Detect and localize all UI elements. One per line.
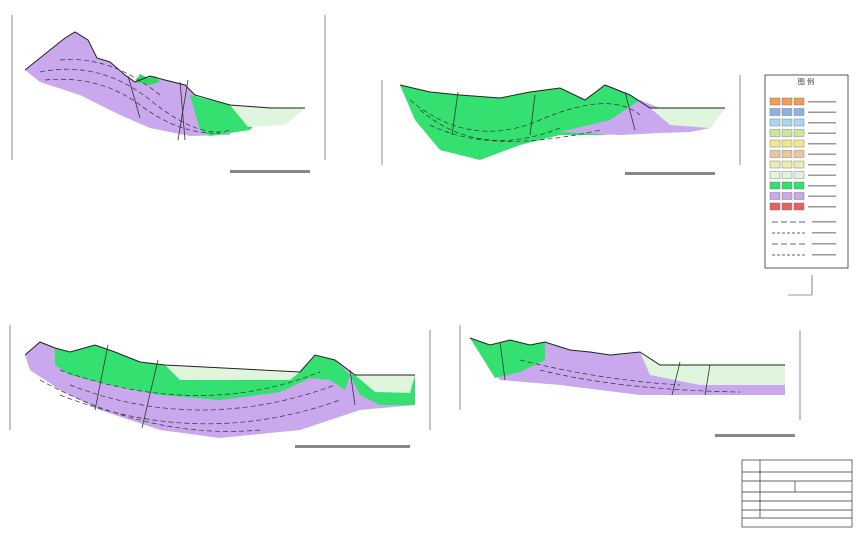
shape	[529, 94, 536, 136]
legend-symbol	[812, 232, 836, 234]
section-4	[459, 325, 801, 437]
legend-symbol	[793, 129, 805, 137]
legend-symbol	[808, 111, 836, 113]
legend-symbol	[781, 192, 793, 200]
legend-symbol	[769, 181, 781, 190]
legend-symbol	[793, 192, 805, 200]
title-block	[741, 459, 853, 528]
legend-symbol	[769, 192, 781, 200]
caption	[295, 445, 410, 448]
section-2	[381, 75, 741, 175]
legend-symbol	[781, 139, 793, 148]
legend-symbol	[793, 139, 805, 148]
shape	[349, 369, 356, 406]
legend-symbol	[769, 139, 781, 148]
legend-symbol	[781, 97, 793, 106]
shape	[230, 105, 305, 127]
shape	[11, 15, 326, 160]
legend-symbol	[769, 129, 781, 137]
legend-symbol	[812, 254, 836, 256]
legend-symbol	[808, 206, 836, 208]
legend-symbol	[769, 160, 781, 169]
legend-symbol	[781, 129, 793, 137]
shape	[519, 359, 741, 393]
legend-symbol	[808, 153, 836, 155]
legend-symbol	[769, 171, 781, 179]
shape	[24, 341, 415, 376]
legend-symbol	[781, 108, 793, 116]
shape	[39, 369, 341, 432]
legend-symbol	[769, 202, 781, 211]
legend-symbol	[769, 150, 781, 158]
shape	[399, 84, 725, 109]
shape	[127, 75, 141, 119]
shape	[141, 359, 159, 429]
shape	[499, 341, 506, 381]
legend-symbol	[808, 185, 836, 187]
legend-symbol	[769, 97, 781, 106]
legend-symbol	[793, 97, 805, 106]
shape	[650, 108, 725, 128]
legend-symbol	[793, 202, 805, 211]
legend-symbol	[793, 108, 805, 116]
legend-symbol	[808, 101, 836, 103]
legend-symbol	[808, 195, 836, 197]
legend-symbol	[808, 174, 836, 176]
legend-symbol	[769, 118, 781, 127]
shape	[39, 59, 231, 134]
legend-symbol	[812, 221, 836, 223]
legend-symbol	[808, 143, 836, 145]
shape	[671, 361, 681, 396]
shape	[400, 85, 725, 160]
shape	[25, 32, 230, 136]
legend-symbol	[769, 108, 781, 116]
shape	[94, 344, 109, 411]
legend-symbol	[793, 160, 805, 169]
legend-symbol	[793, 118, 805, 127]
shape	[469, 337, 785, 366]
legend-symbol	[793, 171, 805, 179]
legend-symbol	[793, 181, 805, 190]
legend-symbol	[781, 118, 793, 127]
legend-symbol	[808, 132, 836, 134]
section-1	[11, 15, 326, 173]
shape	[459, 325, 801, 420]
shape	[704, 364, 711, 396]
shape	[409, 99, 641, 142]
shape	[165, 365, 300, 380]
legend-symbol	[781, 150, 793, 158]
section-3	[9, 325, 431, 448]
legend-symbol	[781, 202, 793, 211]
shape	[769, 97, 836, 256]
caption	[230, 170, 310, 173]
shape	[741, 459, 853, 528]
legend: 图 例	[764, 74, 849, 296]
shape	[24, 31, 305, 109]
shape	[9, 325, 431, 430]
caption	[715, 434, 795, 437]
shape	[177, 79, 189, 141]
legend-symbol	[781, 171, 793, 179]
legend-symbol	[793, 150, 805, 158]
legend-title: 图 例	[798, 77, 814, 86]
shape	[624, 91, 636, 131]
legend-symbol	[781, 181, 793, 190]
shape	[560, 100, 710, 135]
caption	[625, 172, 715, 175]
legend-symbol	[808, 122, 836, 124]
shape	[470, 338, 545, 378]
legend-symbol	[808, 164, 836, 166]
shape	[381, 75, 741, 165]
shape	[451, 91, 459, 136]
shape	[355, 375, 415, 393]
legend-symbol	[812, 243, 836, 245]
legend-symbol	[781, 160, 793, 169]
